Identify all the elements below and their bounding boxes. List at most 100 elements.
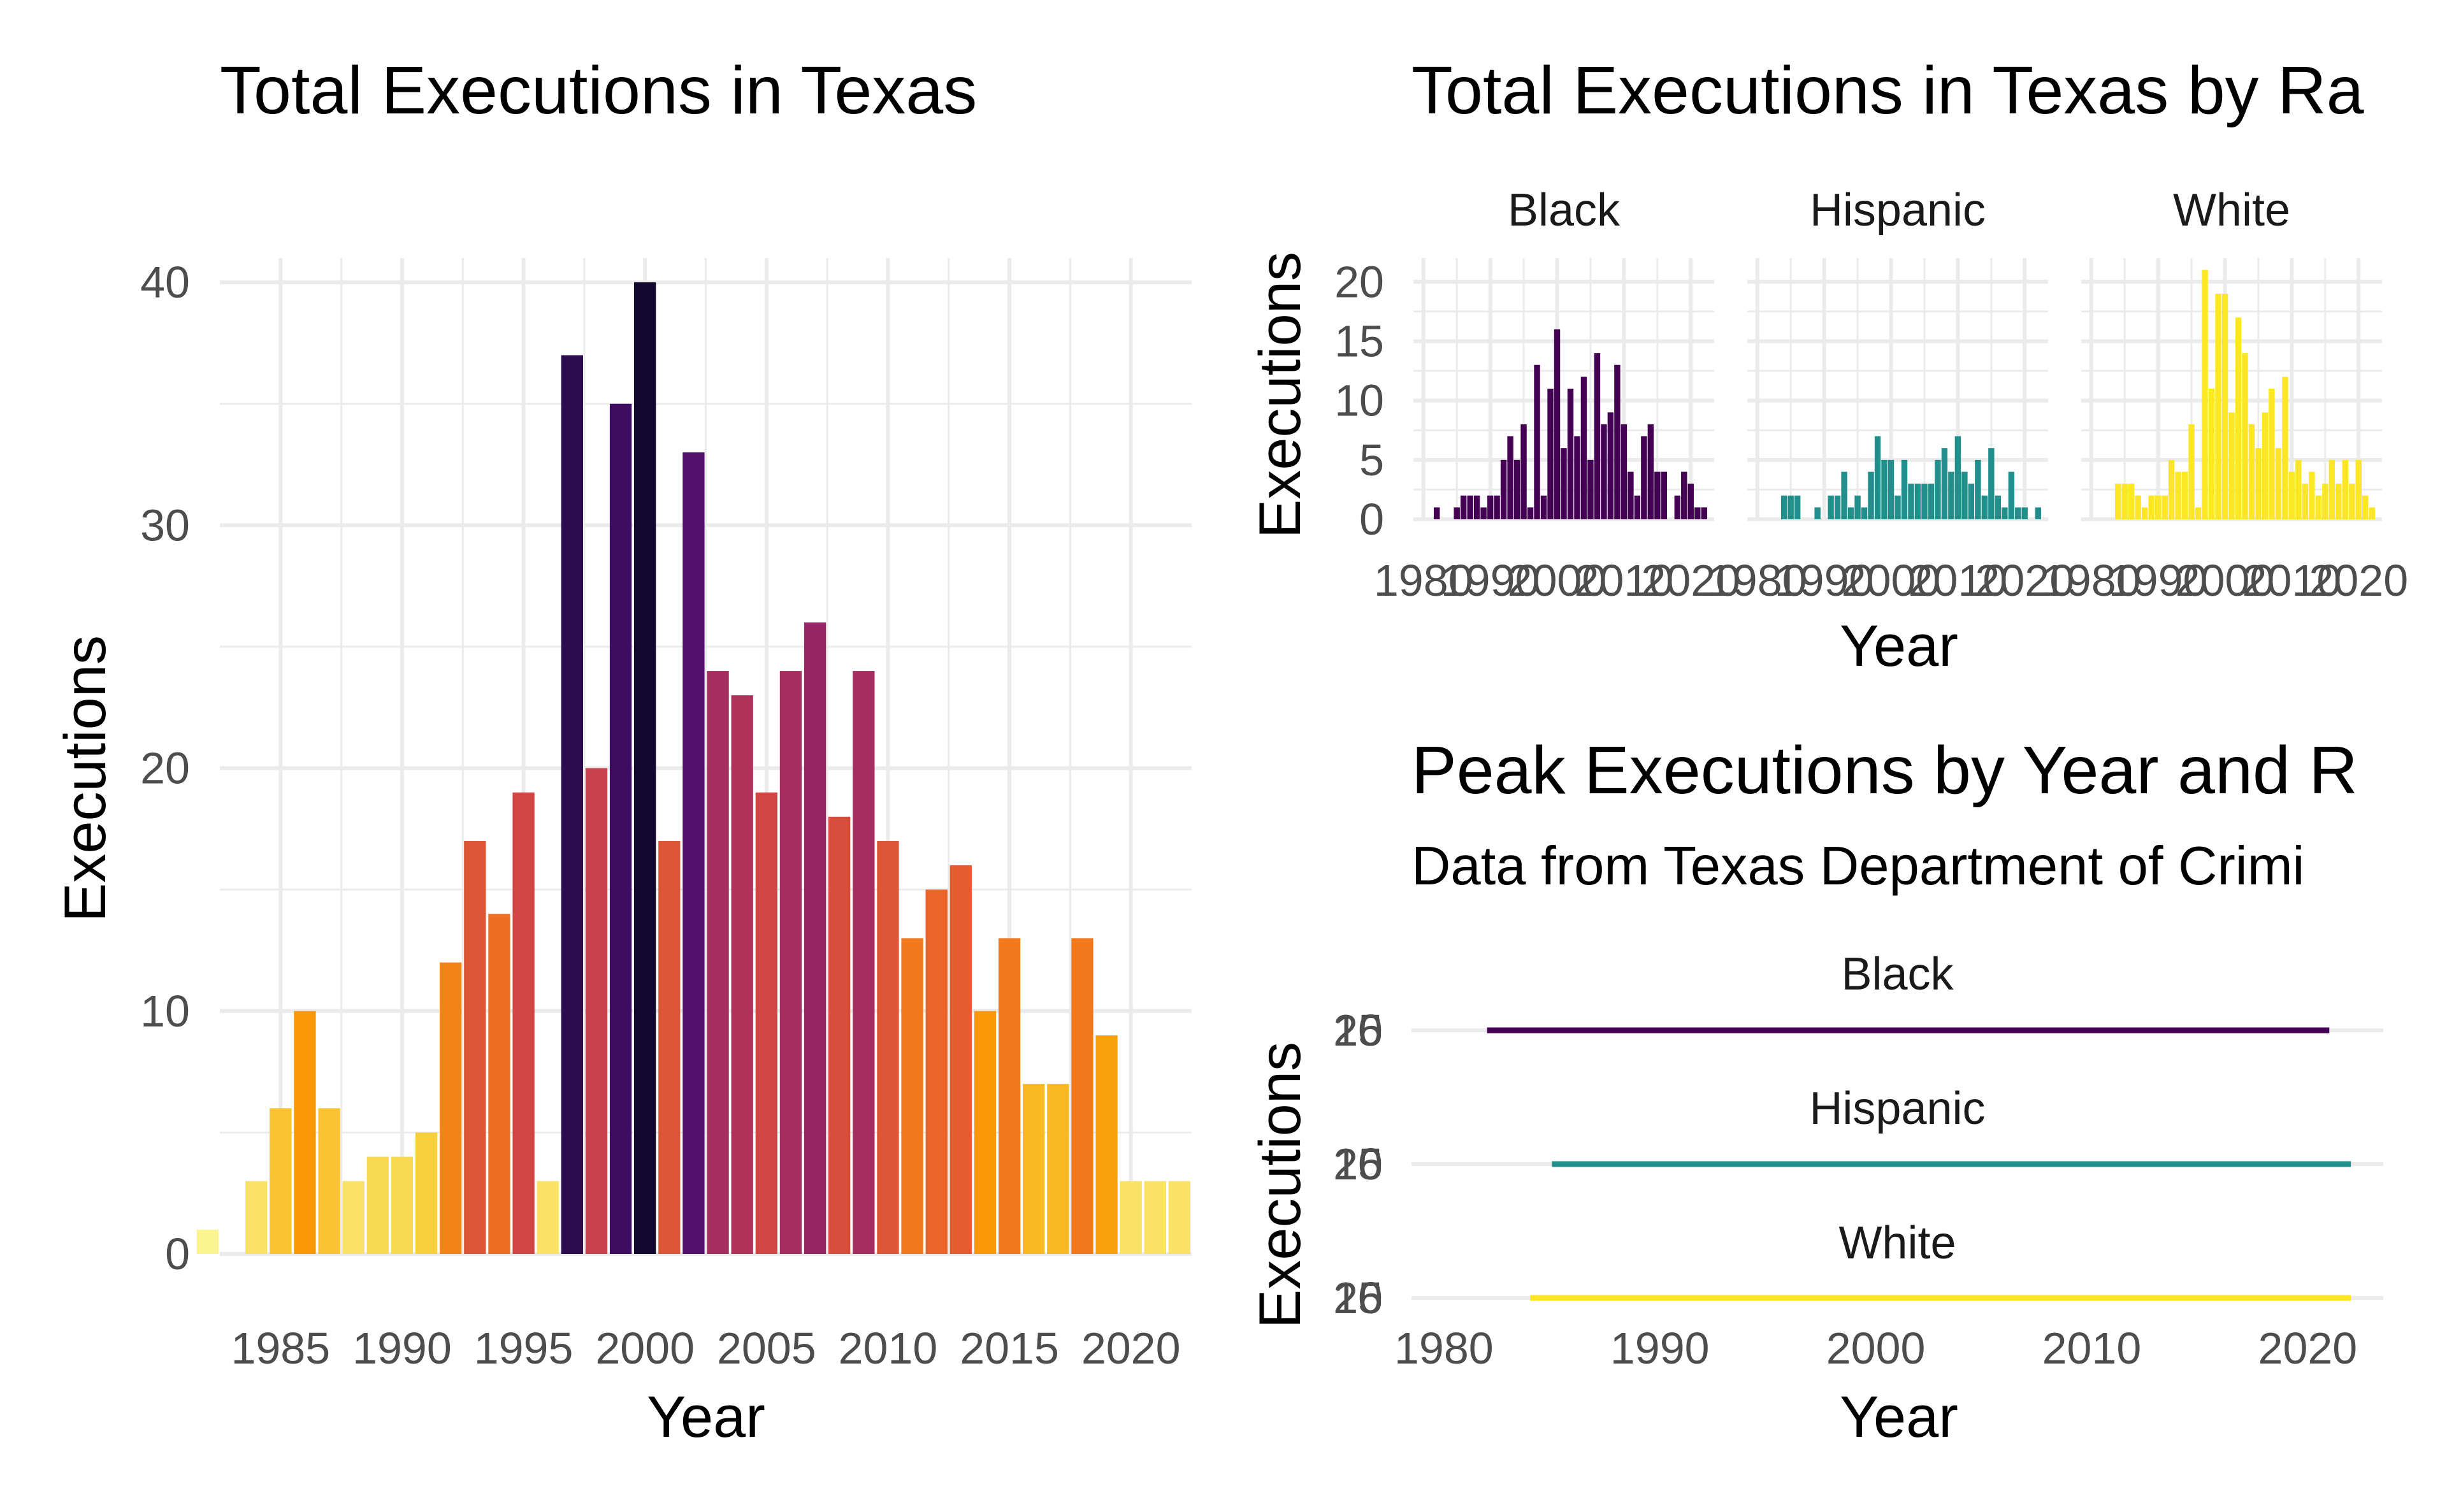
x-tick-label: 2015 — [960, 1323, 1059, 1373]
bar-white-2014 — [2315, 495, 2322, 519]
x-tick-label: 2020 — [1641, 556, 1740, 605]
bar-black-2012 — [1634, 495, 1641, 519]
bar-hispanic-2019 — [2015, 507, 2021, 519]
bar-1998 — [585, 768, 608, 1254]
x-tick-label: 2010 — [2242, 556, 2342, 605]
bar-hispanic-2015 — [1988, 448, 1995, 519]
x-tick-label: 2020 — [1975, 556, 2074, 605]
executions-by-race-facets: Black19801990200020102020Hispanic1980199… — [1374, 185, 2408, 605]
bar-white-1996 — [2195, 507, 2202, 519]
peak-executions-panel: Peak Executions by Year and R Data from … — [1248, 733, 2383, 1450]
bar-black-2005 — [1587, 459, 1594, 519]
bar-black-1990 — [1487, 495, 1494, 519]
bar-hispanic-2009 — [1948, 472, 1954, 519]
bar-black-2016 — [1661, 472, 1668, 519]
bar-white-1995 — [2188, 424, 2195, 519]
bar-hispanic-1994 — [1847, 507, 1854, 519]
bar-2004 — [731, 695, 753, 1254]
bar-black-2018 — [1674, 495, 1681, 519]
bar-black-1994 — [1513, 459, 1520, 519]
bar-black-2022 — [1701, 507, 1707, 519]
bar-white-2012 — [2302, 484, 2309, 519]
peak-executions-subtitle: Data from Texas Department of Crimi — [1411, 836, 2304, 896]
bar-hispanic-2012 — [1968, 484, 1975, 519]
bar-white-1989 — [2148, 495, 2155, 519]
bar-2015 — [998, 938, 1021, 1254]
bar-white-1990 — [2155, 495, 2162, 519]
executions-by-race-y-ticks: 0 5 10 15 20 — [1334, 257, 1384, 544]
bar-black-1996 — [1527, 507, 1534, 519]
peak-executions-y-axis-title: Executions — [1248, 1042, 1313, 1328]
bar-2011 — [901, 938, 923, 1254]
x-tick-label: 2020 — [1081, 1323, 1181, 1373]
bar-white-1998 — [2208, 389, 2215, 519]
bar-1992 — [440, 962, 462, 1254]
bar-2019 — [1095, 1035, 1118, 1254]
bar-hispanic-1989 — [1814, 507, 1821, 519]
y-tick-label: 20 — [1333, 1005, 1383, 1055]
bar-1993 — [464, 840, 486, 1254]
facet-strip-label: Black — [1508, 185, 1621, 236]
bar-hispanic-1986 — [1794, 495, 1801, 519]
bar-1997 — [561, 355, 583, 1254]
bar-2009 — [853, 671, 875, 1254]
bar-2000 — [634, 282, 656, 1254]
facet-strip-label: Hispanic — [1810, 185, 1986, 236]
bar-black-2020 — [1687, 484, 1694, 519]
bar-1989 — [366, 1156, 389, 1254]
bar-2002 — [682, 452, 705, 1254]
bar-white-1992 — [2168, 459, 2175, 519]
x-tick-label: 1995 — [474, 1323, 574, 1373]
bar-hispanic-2008 — [1941, 448, 1948, 519]
bar-white-2002 — [2235, 317, 2242, 519]
total-executions-panel: Total Executions in Texas 1985 1990 1995 20… — [53, 53, 1192, 1450]
bar-black-1987 — [1467, 495, 1473, 519]
bar-black-2002 — [1567, 389, 1574, 519]
bar-black-1985 — [1454, 507, 1460, 519]
bar-hispanic-1997 — [1868, 472, 1874, 519]
bar-2005 — [755, 792, 777, 1254]
bar-black-1988 — [1473, 495, 1480, 519]
y-tick-label: 15 — [1333, 1005, 1383, 1055]
bar-hispanic-1984 — [1780, 495, 1787, 519]
bar-white-2022 — [2369, 507, 2375, 519]
bar-1984 — [245, 1181, 268, 1254]
bar-hispanic-1995 — [1854, 495, 1861, 519]
bar-black-2014 — [1647, 424, 1654, 519]
bar-black-2001 — [1561, 448, 1567, 519]
executions-by-race-panel: Total Executions in Texas by Ra Black 198… — [1248, 53, 2408, 679]
x-tick-label: 1985 — [231, 1323, 330, 1373]
bar-white-2017 — [2335, 484, 2342, 519]
total-executions-y-axis-title: Executions — [53, 635, 118, 922]
bar-1987 — [318, 1108, 340, 1254]
bar-white-2020 — [2355, 459, 2362, 519]
bar-white-2007 — [2269, 389, 2275, 519]
y-tick-label: 16 — [1333, 1273, 1383, 1323]
bar-white-2004 — [2248, 424, 2255, 519]
bar-white-2015 — [2322, 484, 2328, 519]
bar-1996 — [537, 1181, 559, 1254]
bar-white-2000 — [2221, 293, 2228, 519]
bar-white-1987 — [2135, 495, 2141, 519]
bar-hispanic-2007 — [1935, 459, 1941, 519]
bar-white-2021 — [2362, 495, 2369, 519]
x-tick-label: 2000 — [1842, 556, 1941, 605]
y-tick-label: 10 — [1334, 376, 1384, 426]
bar-black-2008 — [1607, 412, 1614, 519]
bar-2022 — [1168, 1181, 1191, 1254]
x-tick-label: 1990 — [1441, 556, 1540, 605]
bar-hispanic-2013 — [1975, 459, 1981, 519]
bar-1990 — [391, 1156, 414, 1254]
bar-white-2016 — [2328, 459, 2335, 519]
x-tick-label: 1990 — [2109, 556, 2208, 605]
executions-by-race-x-axis-title: Year — [1840, 614, 1958, 679]
bar-white-1986 — [2128, 484, 2135, 519]
bar-hispanic-2020 — [2021, 507, 2028, 519]
y-tick-label: 0 — [1359, 494, 1384, 544]
bar-1988 — [342, 1181, 365, 1254]
bar-white-2013 — [2309, 472, 2315, 519]
x-tick-label: 2020 — [2309, 556, 2408, 605]
